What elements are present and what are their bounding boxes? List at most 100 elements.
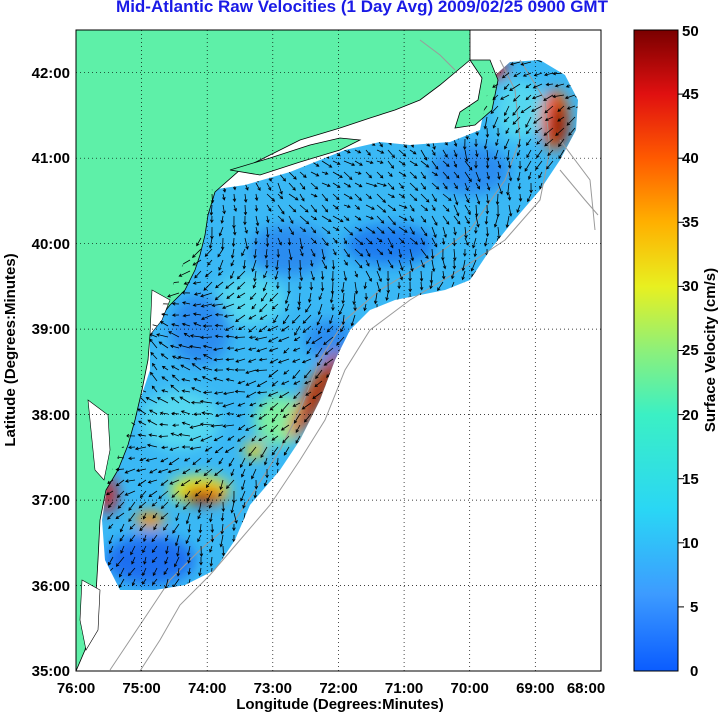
velocity-arrow [230, 259, 235, 267]
velocity-arrow [124, 468, 136, 474]
velocity-arrow [183, 332, 191, 338]
velocity-arrow [201, 411, 213, 415]
velocity-arrow [295, 424, 301, 433]
velocity-arrow [310, 237, 317, 244]
velocity-arrow [135, 468, 147, 473]
velocity-arrow [159, 422, 169, 427]
velocity-arrow [420, 215, 427, 223]
velocity-arrow [143, 556, 147, 565]
velocity-arrow [214, 446, 224, 454]
velocity-arrow [420, 237, 425, 246]
velocity-arrow [232, 226, 237, 236]
velocity-arrow [354, 237, 364, 246]
velocity-arrow [453, 204, 460, 217]
pamlico-sound [79, 579, 101, 651]
velocity-arrow [108, 534, 114, 545]
velocity-arrow [226, 346, 235, 350]
velocity-arrow [280, 402, 290, 413]
velocity-arrow [365, 270, 372, 282]
velocity-arrow [474, 161, 478, 169]
velocity-arrow [321, 259, 327, 270]
velocity-arrow [228, 457, 235, 467]
velocity-arrow [167, 292, 180, 298]
velocity-arrow [224, 446, 235, 453]
y-tick-label: 42:00 [32, 65, 70, 82]
velocity-arrow [518, 160, 522, 170]
velocity-arrow [504, 105, 510, 117]
velocity-arrow [256, 390, 268, 395]
velocity-arrow [218, 457, 224, 465]
velocity-arrow [163, 523, 169, 531]
velocity-arrow [181, 378, 191, 382]
velocity-arrow [321, 171, 329, 175]
velocity-arrow [181, 445, 190, 449]
velocity-arrow [128, 512, 136, 523]
velocity-arrow [409, 160, 418, 167]
velocity-arrow [106, 490, 114, 496]
velocity-arrow [183, 457, 191, 462]
velocity-arrow [508, 171, 513, 182]
velocity-arrow [441, 237, 446, 246]
velocity-arrow [461, 259, 466, 272]
velocity-arrow [490, 105, 499, 114]
velocity-arrow [160, 512, 169, 520]
velocity-arrow [517, 182, 522, 190]
velocity-arrow [214, 468, 224, 477]
velocity-arrow [303, 413, 312, 423]
velocity-arrow [341, 292, 345, 305]
velocity-arrow [153, 523, 158, 531]
velocity-arrow [226, 292, 235, 300]
velocity-arrow [160, 479, 169, 486]
velocity-arrow [263, 479, 268, 487]
velocity-arrow [557, 116, 565, 122]
velocity-arrow [158, 490, 169, 499]
velocity-arrow [419, 270, 424, 282]
velocity-arrow [299, 171, 307, 178]
velocity-arrow [486, 149, 490, 162]
velocity-arrow [299, 226, 307, 233]
velocity-arrow [317, 358, 323, 367]
velocity-arrow [197, 501, 202, 514]
velocity-arrow [236, 413, 246, 418]
velocity-arrow [408, 270, 412, 282]
velocity-arrow [305, 303, 312, 313]
velocity-arrow [174, 534, 180, 547]
velocity-arrow [486, 171, 490, 180]
velocity-arrow [387, 160, 395, 169]
velocity-arrow [222, 303, 235, 309]
velocity-arrow [116, 490, 125, 498]
velocity-arrow [437, 281, 444, 292]
velocity-arrow [134, 446, 147, 451]
velocity-arrow [525, 127, 532, 135]
velocity-arrow [310, 193, 318, 198]
y-tick-label: 36:00 [32, 578, 70, 595]
velocity-arrow [442, 160, 450, 167]
velocity-arrow [169, 344, 180, 349]
velocity-arrow [376, 149, 385, 154]
velocity-arrow [253, 270, 257, 283]
velocity-arrow [180, 364, 191, 371]
velocity-arrow [237, 435, 246, 442]
velocity-arrow [218, 259, 224, 271]
velocity-arrow [243, 193, 248, 203]
velocity-arrow [500, 94, 510, 100]
velocity-arrow [398, 149, 407, 157]
velocity-arrow [321, 204, 329, 213]
velocity-arrow [354, 270, 358, 278]
velocity-arrow [350, 314, 356, 327]
velocity-arrow [188, 344, 202, 349]
velocity-arrow [115, 479, 125, 487]
velocity-arrow [194, 270, 202, 279]
y-tick-label: 40:00 [32, 236, 70, 253]
velocity-arrow [283, 446, 290, 456]
velocity-arrow [198, 523, 203, 534]
velocity-arrow [343, 215, 350, 221]
velocity-arrow [149, 468, 158, 474]
velocity-arrow [147, 479, 158, 484]
velocity-arrow [262, 281, 268, 292]
velocity-arrow [397, 281, 401, 290]
velocity-arrow [138, 420, 147, 426]
y-tick-label: 38:00 [32, 407, 70, 424]
velocity-arrow [203, 281, 213, 291]
velocity-arrow [266, 182, 272, 191]
